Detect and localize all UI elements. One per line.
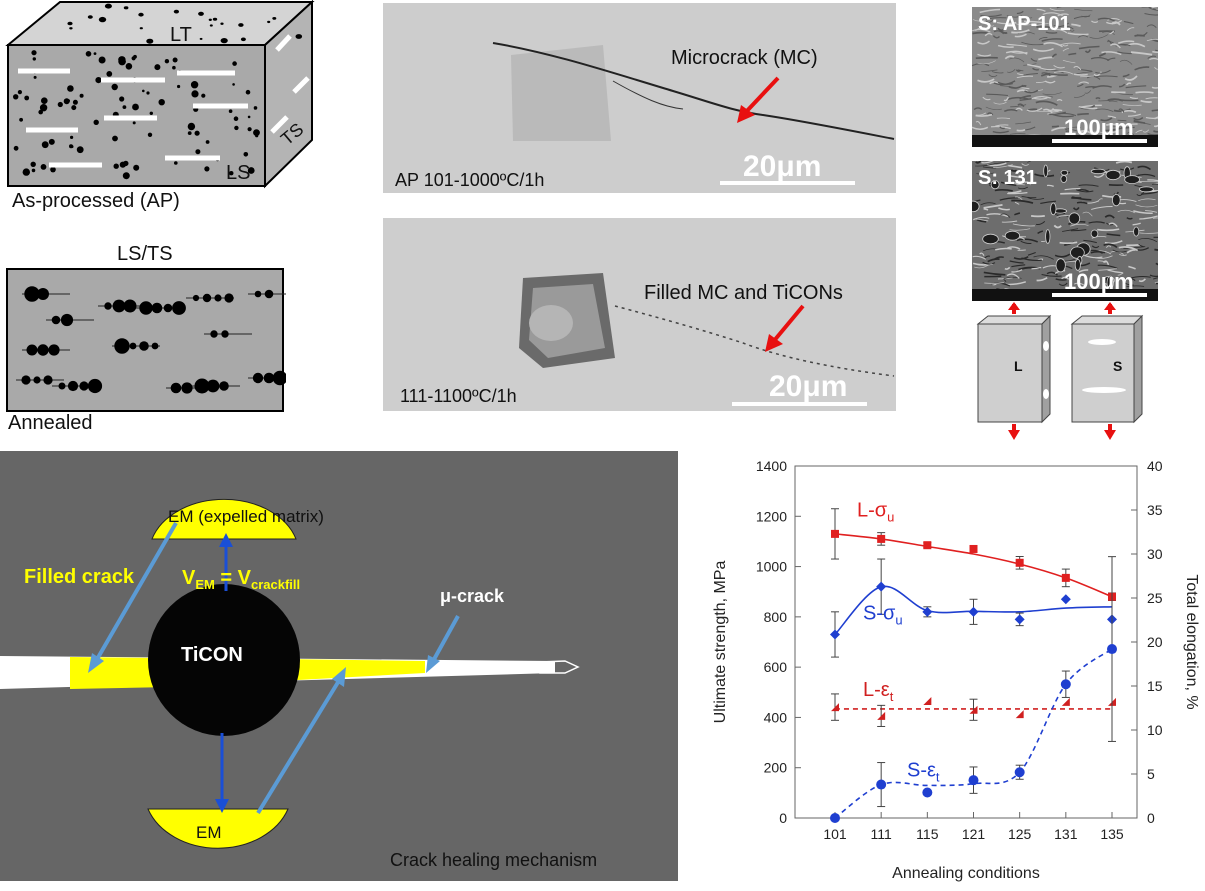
x-axis-label: Annealing conditions [892, 865, 1040, 882]
micrograph-top-condition: AP 101-1000ºC/1h [395, 170, 544, 191]
y-right-tick-label: 25 [1147, 590, 1163, 606]
em-bottom-label: EM [196, 823, 222, 843]
plot-frame [795, 466, 1137, 818]
em-top-label: EM (expelled matrix) [168, 507, 324, 527]
series-label: S-εt [907, 760, 940, 785]
y-left-tick-label: 1400 [756, 458, 787, 474]
micrograph-bottom-scale: 20μm [769, 370, 847, 404]
data-point [830, 813, 840, 823]
fractograph-bottom: S: 131 100μm [972, 161, 1158, 301]
y-right-tick-label: 30 [1147, 546, 1163, 562]
x-tick-label: 121 [962, 826, 986, 842]
specimen-l-label: L [1014, 358, 1023, 374]
micrograph-top-scale: 20μm [743, 150, 821, 184]
strength-elongation-chart: 0 200 400 600 800 1000 1200 1400 0 5 10 15 20 25 30 35 4… [700, 448, 1205, 886]
red-arrow-icon [733, 73, 793, 133]
y-left-axis-label: Ultimate strength, MPa [712, 561, 729, 724]
micrograph-bottom-scalebar [732, 402, 867, 406]
y-left-tick-label: 1000 [756, 559, 787, 575]
data-point [876, 780, 886, 790]
x-tick-label: 111 [871, 826, 892, 842]
y-left-tick-label: 0 [779, 810, 787, 826]
fractograph-top-scalebar [1052, 139, 1147, 143]
y-right-axis-label: Total elongation, % [1183, 574, 1200, 709]
y-right-tick-label: 35 [1147, 502, 1163, 518]
mechanism-title: Crack healing mechanism [390, 850, 597, 871]
x-tick-label: 115 [916, 826, 939, 842]
as-processed-block: LT LS TS [0, 0, 330, 190]
micrograph-bottom-condition: 111-1100ºC/1h [400, 386, 517, 407]
data-point [1062, 574, 1070, 582]
data-point [831, 530, 839, 538]
micrograph-top: Microcrack (MC) AP 101-1000ºC/1h 20μm [383, 3, 896, 193]
y-right-tick-label: 20 [1147, 634, 1163, 650]
data-point [1061, 679, 1071, 689]
data-point [1107, 644, 1117, 654]
data-point [923, 541, 931, 549]
y-left-tick-label: 400 [764, 709, 788, 725]
specimens-drawing [970, 302, 1170, 442]
specimen-s-label: S [1113, 358, 1122, 374]
red-arrow-icon [761, 302, 821, 362]
filled-crack-label: Filled crack [24, 566, 134, 589]
annealed-face-label: LS/TS [117, 243, 173, 266]
annealed-block-drawing [6, 268, 286, 414]
x-tick-label: 101 [823, 826, 847, 842]
ticon-label: TiCON [181, 644, 243, 667]
as-processed-caption: As-processed (AP) [12, 190, 180, 213]
data-point [877, 535, 885, 543]
annealed-caption: Annealed [8, 412, 93, 435]
x-tick-label: 135 [1100, 826, 1124, 842]
data-point [1016, 559, 1024, 567]
y-right-tick-label: 10 [1147, 722, 1163, 738]
x-tick-label: 125 [1008, 826, 1032, 842]
specimen-s [1072, 302, 1142, 440]
specimens: L S [970, 302, 1170, 442]
y-left-tick-label: 600 [764, 659, 788, 675]
y-left-tick-label: 1200 [756, 508, 787, 524]
x-tick-label: 131 [1054, 826, 1078, 842]
fractograph-top: S: AP-101 100μm [972, 7, 1158, 147]
fractograph-bottom-scalebar [1052, 293, 1147, 297]
fractograph-top-label: S: AP-101 [978, 13, 1071, 36]
annealed-block [6, 268, 286, 414]
micrograph-bottom: Filled MC and TiCONs 111-1100ºC/1h 20μm [383, 218, 896, 411]
data-point [969, 775, 979, 785]
y-left-tick-label: 800 [764, 609, 788, 625]
face-label-ls: LS [226, 162, 250, 185]
y-right-tick-label: 15 [1147, 678, 1163, 694]
micrograph-top-scalebar [720, 181, 855, 185]
fractograph-bottom-scale: 100μm [1064, 269, 1134, 295]
data-point [922, 787, 932, 797]
mechanism-drawing [0, 451, 678, 881]
fractograph-top-scale: 100μm [1064, 115, 1134, 141]
micro-crack-label: μ-crack [440, 586, 504, 607]
y-right-tick-label: 5 [1147, 766, 1155, 782]
fractograph-bottom-label: S: 131 [978, 167, 1037, 190]
series-label: L-εt [863, 679, 894, 704]
y-right-tick-label: 0 [1147, 810, 1155, 826]
y-left-tick-label: 200 [764, 760, 788, 776]
data-point [970, 545, 978, 553]
face-label-lt: LT [170, 24, 192, 47]
mechanism-panel: EM (expelled matrix) Filled crack VEM = … [0, 451, 678, 881]
as-processed-block-drawing [0, 0, 330, 190]
volume-equation: VEM = Vcrackfill [182, 567, 300, 592]
data-point [1015, 767, 1025, 777]
chart-svg: 0 200 400 600 800 1000 1200 1400 0 5 10 15 20 25 30 35 4… [700, 448, 1205, 886]
microcrack-label: Microcrack (MC) [671, 47, 818, 70]
y-right-tick-label: 40 [1147, 458, 1163, 474]
